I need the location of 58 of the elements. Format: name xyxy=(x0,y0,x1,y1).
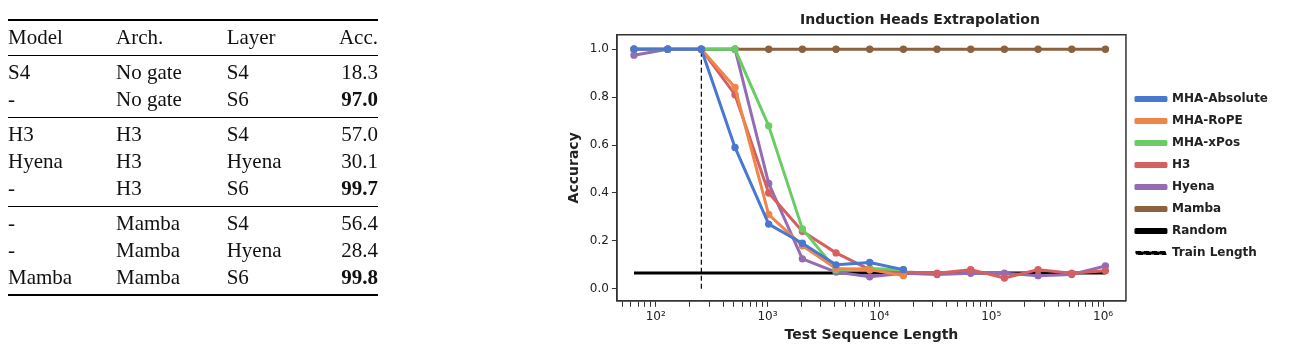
text: 97.0 xyxy=(341,87,378,111)
category-label: Layer xyxy=(226,24,277,51)
text: H3 xyxy=(8,122,34,146)
text: S4 xyxy=(226,122,249,146)
y-axis-title: Accuracy xyxy=(565,132,582,204)
legend-label: Mamba xyxy=(1171,201,1222,216)
category-label: Arch. xyxy=(116,24,165,51)
text: S4 xyxy=(226,60,249,84)
x-tick-label: 10³ xyxy=(757,309,778,324)
x-tick-label: 10⁶ xyxy=(1093,309,1114,324)
text: Mamba xyxy=(8,265,73,289)
legend-label: Train Length xyxy=(1171,245,1257,260)
text: 99.7 xyxy=(341,176,378,200)
text: 30.1 xyxy=(341,149,378,173)
category-label: Model xyxy=(8,24,64,51)
text: S6 xyxy=(226,87,249,111)
text: - xyxy=(8,176,15,200)
text: S6 xyxy=(226,176,249,200)
text: No gate xyxy=(116,60,182,84)
text: 18.3 xyxy=(341,60,378,84)
x-tick-label: 10⁵ xyxy=(981,309,1002,324)
x-axis-title: Test Sequence Length xyxy=(784,326,959,343)
text: - xyxy=(8,211,15,235)
y-tick-label: 0.0 xyxy=(589,280,609,295)
legend-label: H3 xyxy=(1171,157,1191,172)
text: 57.0 xyxy=(341,122,378,146)
text: Mamba xyxy=(116,238,181,262)
text: H3 xyxy=(116,122,142,146)
legend-label: Hyena xyxy=(1171,179,1215,194)
text: H3 xyxy=(116,149,142,173)
text: Mamba xyxy=(116,211,181,235)
y-tick-label: 0.2 xyxy=(589,233,609,248)
legend-label: MHA-xPos xyxy=(1171,135,1241,150)
text: 56.4 xyxy=(341,211,378,235)
x-tick-label: 10⁴ xyxy=(869,309,890,324)
text: S4 xyxy=(226,211,249,235)
y-tick-label: 1.0 xyxy=(589,41,609,56)
text: Hyena xyxy=(8,149,63,173)
y-tick-label: 0.6 xyxy=(589,137,609,152)
text: S4 xyxy=(8,60,31,84)
y-tick-label: 0.8 xyxy=(589,89,609,104)
text: 28.4 xyxy=(341,238,378,262)
legend-label: MHA-Absolute xyxy=(1171,91,1268,106)
x-tick-label: 10² xyxy=(645,309,666,324)
category-label: Acc. xyxy=(337,24,378,51)
text: S6 xyxy=(226,265,249,289)
text: Mamba xyxy=(116,265,181,289)
text: Hyena xyxy=(226,149,282,173)
chart-title: Induction Heads Extrapolation xyxy=(800,11,1040,28)
legend-label: Random xyxy=(1171,223,1228,238)
text: Hyena xyxy=(226,238,282,262)
y-tick-label: 0.4 xyxy=(589,185,609,200)
text: - xyxy=(8,238,15,262)
legend-label: MHA-RoPE xyxy=(1171,113,1243,128)
text: - xyxy=(8,87,15,111)
text: 99.8 xyxy=(341,265,378,289)
text: H3 xyxy=(116,176,142,200)
text: No gate xyxy=(116,87,182,111)
